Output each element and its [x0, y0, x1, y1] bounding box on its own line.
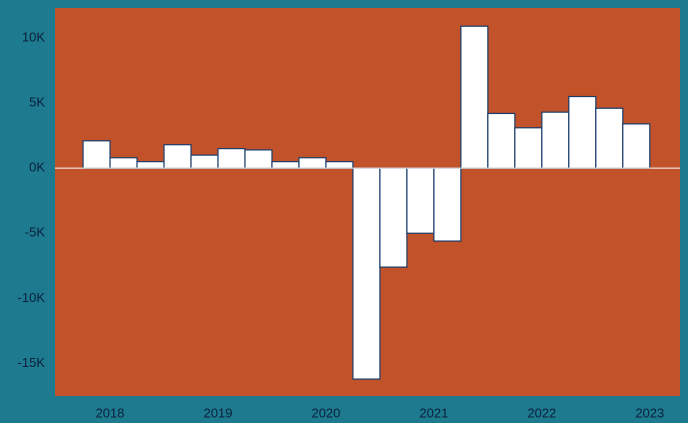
bar	[325, 161, 354, 169]
bar	[352, 167, 381, 380]
bar	[595, 107, 624, 169]
bar	[217, 148, 246, 169]
bar	[460, 25, 489, 169]
bar	[163, 144, 192, 169]
bar	[298, 157, 327, 169]
y-tick-label: 10K	[22, 29, 45, 44]
bar	[136, 161, 165, 169]
bar	[271, 161, 300, 169]
bar	[406, 167, 435, 234]
x-tick-label: 2018	[96, 405, 125, 420]
bar	[379, 167, 408, 268]
bar	[541, 111, 570, 169]
bar	[514, 127, 543, 169]
bar	[487, 112, 516, 169]
bar	[190, 154, 219, 169]
bar	[82, 140, 111, 169]
bar	[244, 149, 273, 169]
y-tick-label: 0K	[29, 160, 45, 175]
bar	[622, 123, 651, 169]
bar	[433, 167, 462, 242]
y-tick-label: 5K	[29, 94, 45, 109]
x-tick-label: 2019	[204, 405, 233, 420]
x-tick-label: 2023	[635, 405, 664, 420]
y-tick-label: -15K	[18, 355, 46, 370]
y-tick-label: -10K	[18, 290, 46, 305]
bar	[568, 95, 597, 169]
x-tick-label: 2022	[527, 405, 556, 420]
x-tick-label: 2020	[311, 405, 340, 420]
y-tick-label: -5K	[25, 225, 46, 240]
bar	[109, 157, 138, 169]
x-tick-label: 2021	[419, 405, 448, 420]
